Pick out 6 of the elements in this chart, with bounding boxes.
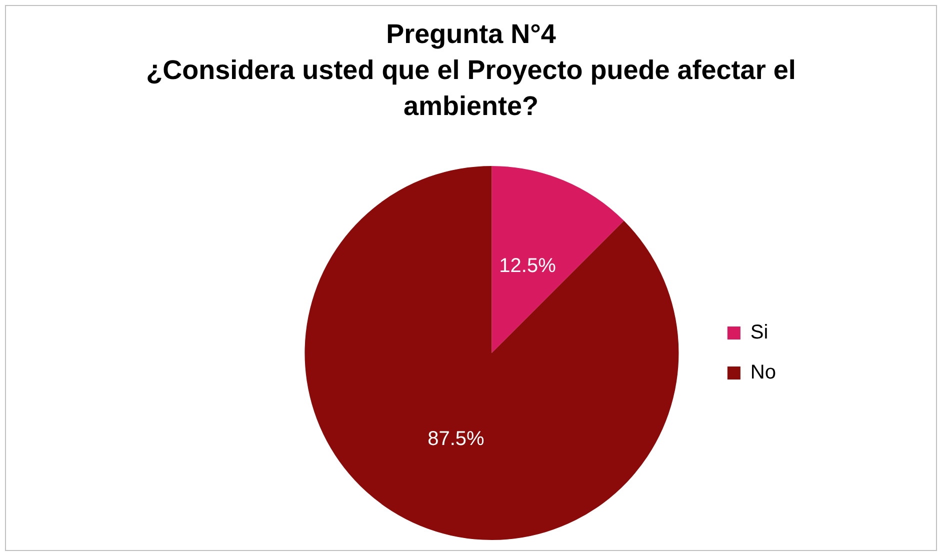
- legend-label: No: [750, 362, 776, 384]
- chart-title: Pregunta N°4: [385, 18, 557, 51]
- data-label: 12.5%: [499, 255, 556, 278]
- chart-subtitle: ¿Considera usted que el Proyecto puede afectar el ambiente?: [145, 54, 797, 123]
- legend-label: Si: [750, 322, 768, 344]
- data-label: 87.5%: [428, 428, 484, 450]
